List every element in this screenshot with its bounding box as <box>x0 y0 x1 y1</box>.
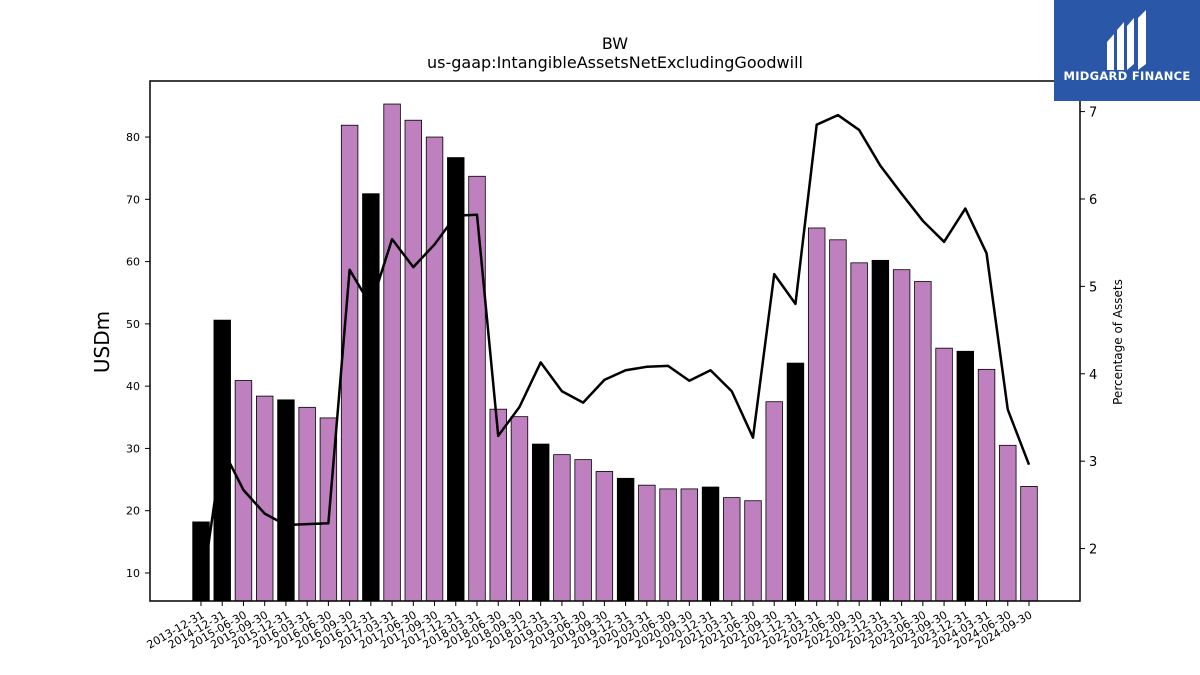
bar-2015-09-30 <box>255 395 274 602</box>
bar-2016-03-31 <box>298 406 316 602</box>
y-tick-label-20: 20 <box>126 505 140 518</box>
bar-2022-12-31 <box>871 259 890 602</box>
bar-2024-03-31 <box>977 368 996 602</box>
bar-2019-03-31 <box>553 454 571 602</box>
bar-2021-12-31 <box>786 362 805 602</box>
bar-2023-09-30 <box>935 347 953 602</box>
midgard-logo-icon <box>1107 10 1146 70</box>
bar-2023-03-31 <box>892 269 911 602</box>
y2-tick-label-6: 6 <box>1089 193 1097 208</box>
y2-tick-label-3: 3 <box>1089 455 1097 470</box>
bar-2021-03-31 <box>723 497 741 602</box>
y-tick-label-80: 80 <box>126 131 140 144</box>
chart-subtitle: us-gaap:IntangibleAssetsNetExcludingGood… <box>427 53 803 72</box>
chart-title: BW <box>602 34 628 53</box>
bar-2016-12-31 <box>362 193 380 602</box>
bar-series <box>192 103 1038 602</box>
bar-2021-06-30 <box>744 500 762 602</box>
bar-2022-06-30 <box>829 239 847 602</box>
bar-2016-09-30 <box>340 124 359 602</box>
bar-2015-12-31 <box>277 399 295 602</box>
line-series-layer <box>199 113 1031 597</box>
bar-2021-09-30 <box>765 401 783 602</box>
bar-2022-09-30 <box>850 262 868 602</box>
plot-frame <box>149 80 1081 602</box>
y-tick-label-50: 50 <box>126 318 140 331</box>
bar-2018-03-31 <box>468 175 486 602</box>
y-axis-label-left: USDm <box>90 311 114 373</box>
percentage-line <box>199 113 1031 597</box>
bar-2018-12-31 <box>531 443 550 602</box>
bar-2023-12-31 <box>956 350 975 602</box>
bar-2017-06-30 <box>404 119 423 602</box>
midgard-finance-logo: MIDGARD FINANCE <box>1054 0 1200 101</box>
brand-name: MIDGARD FINANCE <box>1063 69 1190 83</box>
bar-2019-06-30 <box>574 459 592 602</box>
axes: 10203040506070802345672013-12-312014-12-… <box>126 80 1097 652</box>
bar-2017-09-30 <box>425 136 444 602</box>
y-tick-label-10: 10 <box>126 567 140 580</box>
y-tick-label-30: 30 <box>126 442 140 455</box>
y2-tick-label-7: 7 <box>1089 106 1097 121</box>
bar-2018-06-30 <box>489 408 507 602</box>
y2-tick-label-4: 4 <box>1089 368 1097 383</box>
bar-2020-09-30 <box>680 488 699 602</box>
bar-2020-06-30 <box>659 488 677 602</box>
y-tick-label-60: 60 <box>126 256 140 269</box>
bar-2020-03-31 <box>638 484 656 602</box>
y-tick-label-40: 40 <box>126 380 140 393</box>
bar-2023-06-30 <box>914 281 932 602</box>
y2-tick-label-5: 5 <box>1089 280 1097 295</box>
bar-2024-09-30 <box>1020 486 1038 602</box>
bar-2022-03-31 <box>807 227 826 602</box>
y-tick-label-70: 70 <box>126 193 140 206</box>
bar-2019-12-31 <box>616 477 635 602</box>
bar-2020-12-31 <box>701 486 720 602</box>
bar-2018-09-30 <box>510 416 529 602</box>
bar-2024-06-30 <box>999 444 1017 602</box>
y-axis-label-right: Percentage of Assets <box>1111 279 1125 405</box>
bar-2017-03-31 <box>383 103 401 602</box>
bar-2019-09-30 <box>595 471 614 602</box>
y2-tick-label-2: 2 <box>1089 543 1097 558</box>
